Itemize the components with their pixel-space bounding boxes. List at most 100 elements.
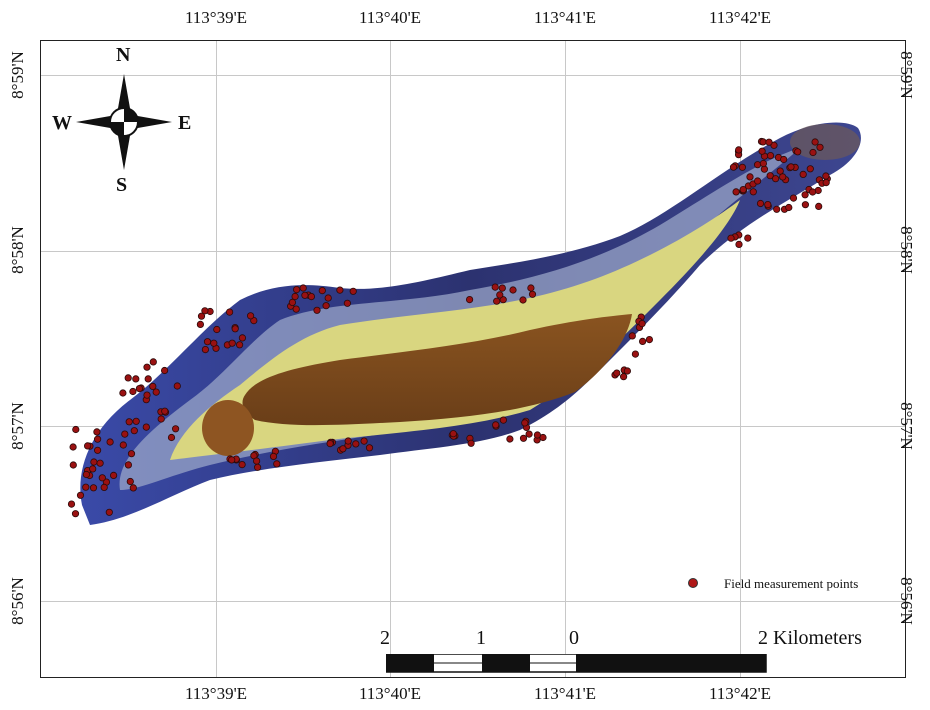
scale-label-2: 2 [380, 627, 390, 649]
field-point [509, 286, 517, 294]
west-lagoon [202, 400, 254, 456]
field-point [226, 308, 234, 316]
scale-bar [386, 654, 767, 673]
field-point [152, 388, 160, 396]
field-point [343, 299, 351, 307]
legend-label: Field measurement points [724, 576, 859, 591]
field-point [299, 284, 307, 292]
field-point [142, 423, 150, 431]
legend-marker-icon [688, 578, 698, 588]
field-point [288, 298, 296, 306]
field-point [619, 373, 628, 381]
field-point [773, 205, 781, 213]
field-point [172, 425, 180, 433]
field-point [213, 325, 221, 334]
field-point [106, 438, 114, 446]
field-point [753, 161, 762, 169]
field-point [499, 296, 507, 304]
lon-tick-top-1: 113°39'E [184, 8, 248, 27]
field-point [197, 312, 206, 320]
lat-tick-right-3: 8°57'N [896, 402, 916, 450]
field-point [809, 148, 817, 157]
field-point [238, 334, 246, 342]
field-point [465, 295, 474, 304]
field-point [765, 138, 773, 146]
field-point [759, 138, 767, 146]
grid-line-lon-4 [740, 41, 741, 677]
field-point [93, 428, 101, 436]
field-point [126, 477, 134, 486]
field-point [98, 474, 106, 482]
compass-east-label: E [178, 112, 192, 134]
scale-label-0: 0 [569, 627, 579, 649]
field-point [360, 437, 368, 445]
lon-tick-bottom-2: 113°40'E [358, 684, 422, 703]
field-point [72, 425, 80, 434]
field-point [779, 173, 787, 181]
field-point [339, 445, 347, 453]
field-point [292, 285, 301, 294]
field-point [623, 367, 632, 375]
field-point [735, 146, 743, 154]
field-point [94, 435, 102, 443]
field-point [161, 407, 169, 415]
field-point [808, 188, 817, 196]
field-point [76, 491, 85, 499]
field-point [326, 439, 334, 448]
field-point [143, 363, 151, 371]
field-point [801, 191, 809, 199]
field-point [753, 177, 762, 185]
field-point [132, 375, 140, 383]
field-point [291, 292, 299, 301]
field-point [789, 194, 798, 202]
field-point [735, 240, 743, 248]
field-point [69, 461, 77, 469]
field-point [771, 175, 780, 183]
lat-tick-right-1: 8°59'N [896, 51, 916, 99]
field-point [729, 163, 738, 171]
field-point [125, 418, 133, 426]
field-point [506, 435, 514, 443]
field-point [210, 339, 218, 347]
field-point [732, 188, 740, 196]
field-point [528, 290, 537, 298]
field-point [119, 441, 127, 449]
field-point [811, 138, 819, 146]
field-point [749, 188, 757, 196]
field-point [349, 287, 357, 295]
field-point [129, 484, 137, 492]
field-point [273, 460, 281, 468]
field-point [822, 179, 830, 187]
field-point [167, 433, 176, 442]
field-point [161, 366, 169, 375]
field-point [806, 165, 814, 173]
field-point [110, 471, 118, 479]
field-point [764, 201, 772, 209]
field-point [787, 163, 795, 171]
field-point [519, 434, 528, 442]
field-point [124, 374, 132, 382]
field-point [519, 296, 527, 304]
grid-line-lat-1 [41, 75, 905, 76]
field-point [143, 391, 151, 399]
field-point [90, 458, 98, 466]
lat-tick-right-4: 8°56'N [896, 577, 916, 625]
field-point [84, 442, 92, 450]
field-point [157, 415, 165, 423]
lon-tick-top-4: 113°42'E [708, 8, 772, 27]
scale-label-km: 2 Kilometers [758, 627, 862, 649]
field-point [760, 165, 769, 173]
field-point [69, 443, 77, 451]
field-point [100, 483, 108, 491]
field-point [746, 173, 754, 181]
field-point [105, 508, 113, 516]
lon-tick-bottom-3: 113°41'E [533, 684, 597, 703]
field-point [801, 201, 810, 209]
field-point [758, 147, 766, 155]
field-point [449, 430, 457, 438]
compass-north-label: N [116, 44, 131, 66]
field-point [533, 431, 542, 439]
compass-west-label: W [52, 112, 72, 134]
